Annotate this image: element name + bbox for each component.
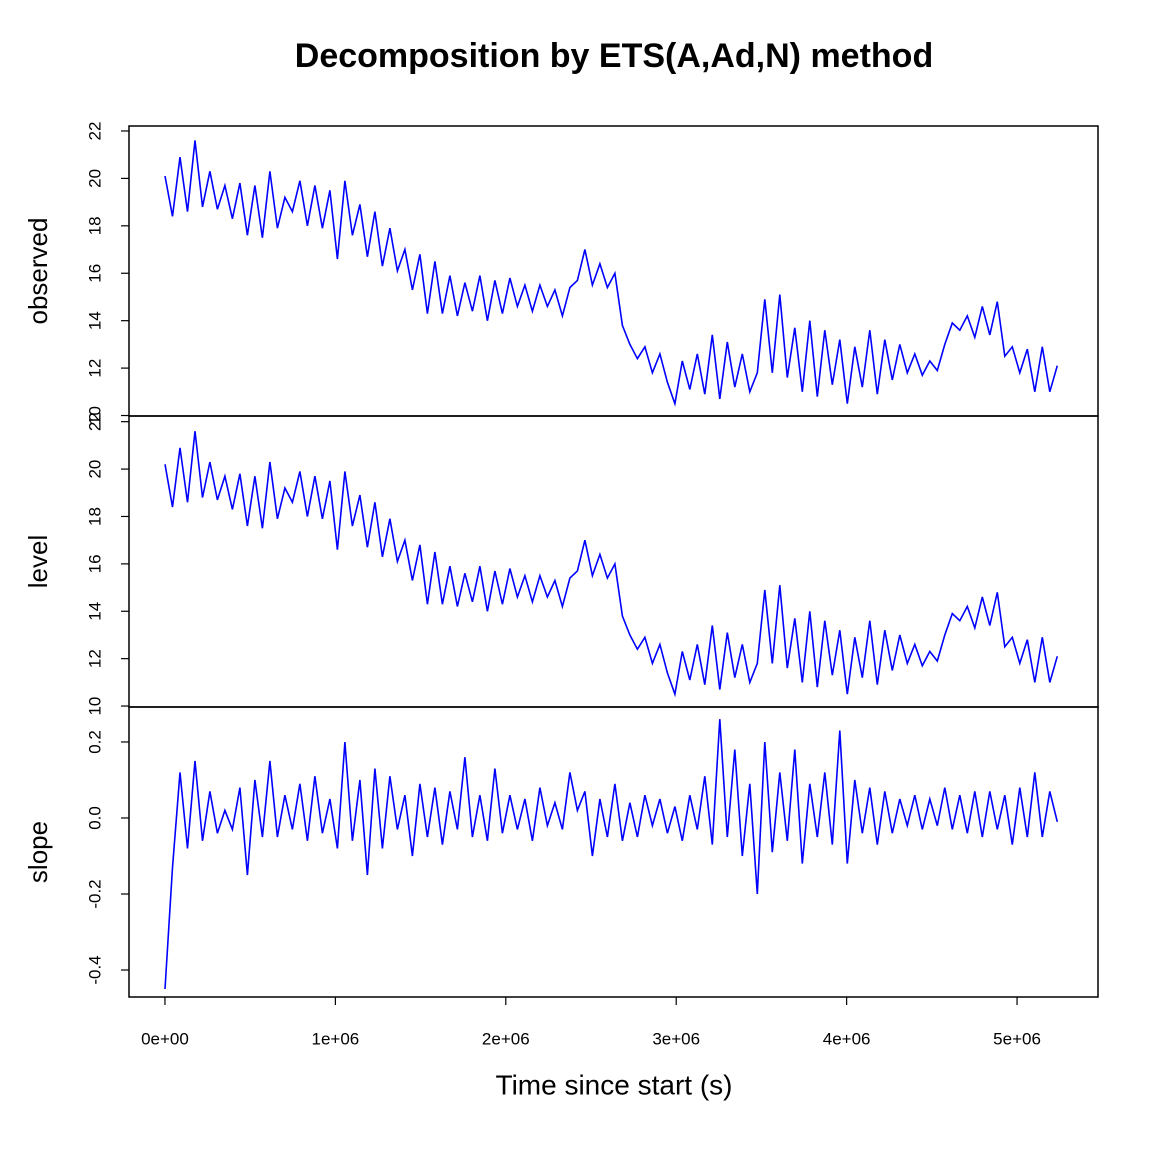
y-tick-label: 22 xyxy=(85,412,104,431)
y-tick-label: 22 xyxy=(85,122,104,141)
y-tick-label: 16 xyxy=(85,264,104,283)
y-tick-label: -0.2 xyxy=(85,879,104,908)
x-tick-label: 4e+06 xyxy=(823,1029,871,1048)
x-tick-label: 0e+00 xyxy=(141,1029,189,1048)
y-axis-label: level xyxy=(23,535,53,588)
x-tick-label: 1e+06 xyxy=(312,1029,360,1048)
y-tick-label: 10 xyxy=(85,697,104,716)
y-tick-label: 0.0 xyxy=(85,806,104,830)
y-tick-label: 14 xyxy=(85,311,104,330)
data-line xyxy=(164,431,1059,698)
panel-frame xyxy=(128,125,1099,417)
y-tick-label: 20 xyxy=(85,169,104,188)
y-tick-label: 18 xyxy=(85,216,104,235)
x-tick-label: 3e+06 xyxy=(652,1029,700,1048)
y-tick-label: 10 xyxy=(85,406,104,425)
data-line xyxy=(164,719,1059,990)
data-line xyxy=(164,140,1059,407)
y-tick-label: 16 xyxy=(85,554,104,573)
y-tick-label: 18 xyxy=(85,507,104,526)
x-axis-label: Time since start (s) xyxy=(496,1069,733,1100)
y-tick-label: 12 xyxy=(85,359,104,378)
chart-title: Decomposition by ETS(A,Ad,N) method xyxy=(295,37,933,75)
x-tick-label: 2e+06 xyxy=(482,1029,530,1048)
x-tick-label: 5e+06 xyxy=(993,1029,1041,1048)
y-tick-label: 12 xyxy=(85,649,104,668)
y-tick-label: 14 xyxy=(85,602,104,621)
y-axis-label: slope xyxy=(23,821,53,883)
panel-frame xyxy=(128,415,1099,708)
y-axis-label: observed xyxy=(23,218,53,325)
panel-frame xyxy=(128,706,1099,998)
y-tick-label: 0.2 xyxy=(85,730,104,754)
y-tick-label: -0.4 xyxy=(85,955,104,984)
y-tick-label: 20 xyxy=(85,460,104,479)
